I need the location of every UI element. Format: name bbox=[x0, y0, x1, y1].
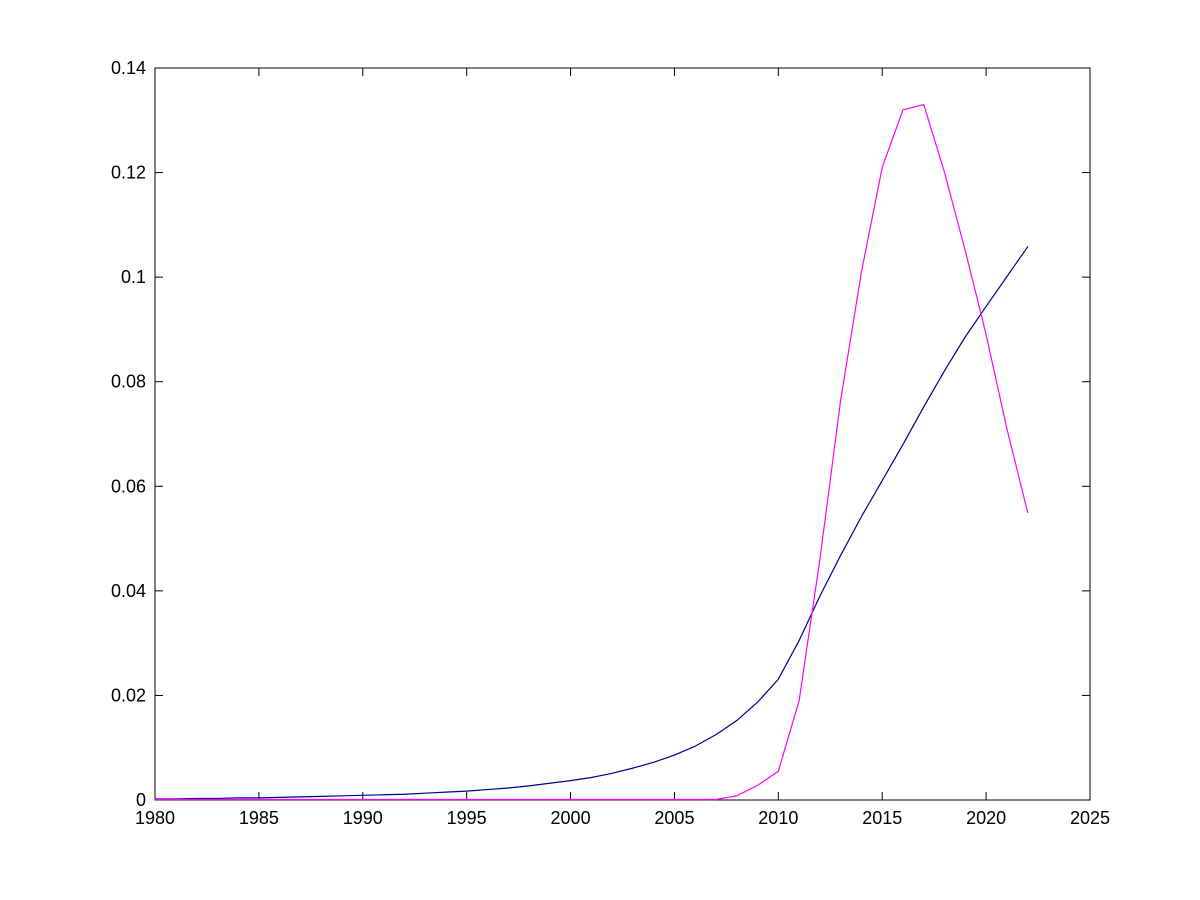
y-tick-label: 0.06 bbox=[111, 476, 146, 496]
x-tick-label: 1990 bbox=[343, 808, 383, 828]
y-tick-label: 0.08 bbox=[111, 372, 146, 392]
series-magenta bbox=[154, 103, 1029, 801]
x-tick-label: 1985 bbox=[239, 808, 279, 828]
x-tick-label: 2000 bbox=[551, 808, 591, 828]
y-tick-label: 0 bbox=[136, 790, 146, 810]
x-tick-label: 2015 bbox=[862, 808, 902, 828]
y-tick-label: 0.02 bbox=[111, 685, 146, 705]
x-tick-label: 2005 bbox=[654, 808, 694, 828]
x-tick-label: 2020 bbox=[966, 808, 1006, 828]
plot-box bbox=[154, 67, 1091, 801]
x-tick-label: 1980 bbox=[135, 808, 175, 828]
y-tick-label: 0.14 bbox=[111, 58, 146, 78]
x-tick-label: 2010 bbox=[758, 808, 798, 828]
series-blue bbox=[154, 246, 1029, 800]
x-tick-label: 1995 bbox=[447, 808, 487, 828]
x-tick-label: 2025 bbox=[1070, 808, 1110, 828]
y-tick-label: 0.04 bbox=[111, 581, 146, 601]
y-tick-label: 0.12 bbox=[111, 163, 146, 183]
y-tick-label: 0.1 bbox=[121, 267, 146, 287]
